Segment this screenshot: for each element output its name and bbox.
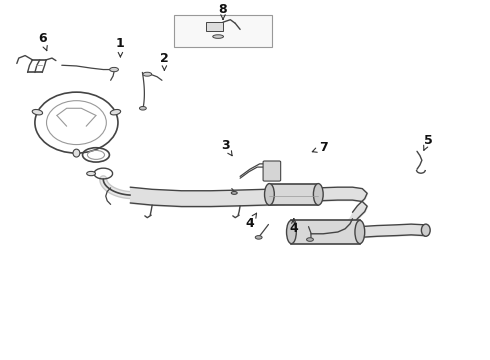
Ellipse shape [355,220,365,244]
Text: 7: 7 [312,141,327,154]
Bar [174,15,272,47]
Text: 6: 6 [38,32,47,51]
Ellipse shape [255,235,262,239]
Text: 1: 1 [116,37,125,57]
Text: 4: 4 [245,213,257,230]
Text: 3: 3 [221,139,232,156]
Ellipse shape [314,184,323,205]
Ellipse shape [421,224,430,236]
Ellipse shape [231,192,237,194]
Ellipse shape [110,67,119,72]
Ellipse shape [307,238,314,241]
Bar [292,220,360,244]
FancyBboxPatch shape [263,161,281,181]
Ellipse shape [73,149,80,157]
Ellipse shape [213,35,223,39]
Ellipse shape [110,109,121,115]
Text: 5: 5 [424,134,433,150]
Bar [206,22,223,31]
Ellipse shape [32,109,43,115]
Ellipse shape [287,220,296,244]
Ellipse shape [265,184,274,205]
Text: 4: 4 [290,219,298,235]
Text: 2: 2 [160,51,169,71]
Ellipse shape [87,171,96,176]
Bar [270,184,318,205]
Ellipse shape [140,107,147,110]
Ellipse shape [143,72,152,76]
Text: 8: 8 [219,3,227,19]
